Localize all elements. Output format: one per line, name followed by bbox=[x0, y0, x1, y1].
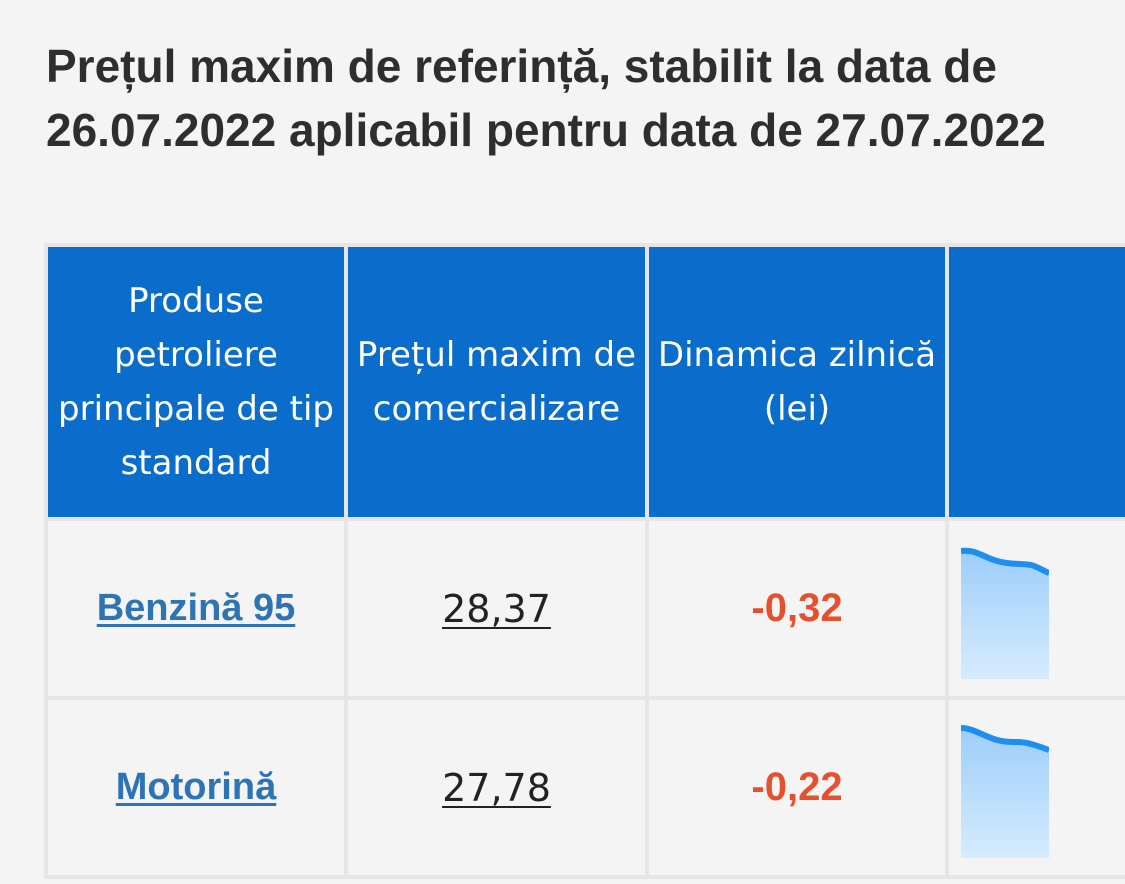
price-cell: 28,37 bbox=[344, 517, 649, 700]
header-trend bbox=[945, 243, 1125, 521]
trend-cell bbox=[945, 517, 1125, 700]
price-table: Produse petroliere principale de tip sta… bbox=[44, 243, 1125, 879]
table-header-row: Produse petroliere principale de tip sta… bbox=[44, 243, 1125, 521]
header-product: Produse petroliere principale de tip sta… bbox=[44, 243, 348, 521]
dynamic-cell: -0,22 bbox=[645, 696, 949, 879]
product-link-motorina[interactable]: Motorină bbox=[115, 766, 277, 808]
price-cell: 27,78 bbox=[344, 696, 649, 879]
header-dynamic: Dinamica zilnică (lei) bbox=[645, 243, 949, 521]
price-link[interactable]: 28,37 bbox=[442, 586, 551, 631]
page-title: Prețul maxim de referință, stabilit la d… bbox=[46, 40, 1046, 156]
header-price: Prețul maxim de comercializare bbox=[344, 243, 649, 521]
trend-cell bbox=[945, 696, 1125, 879]
dynamic-cell: -0,32 bbox=[645, 517, 949, 700]
dynamic-value: -0,32 bbox=[751, 586, 843, 630]
product-cell: Benzină 95 bbox=[44, 517, 348, 700]
dynamic-value: -0,22 bbox=[751, 765, 843, 809]
trend-sparkline-icon bbox=[961, 724, 1049, 858]
trend-sparkline-icon bbox=[961, 547, 1049, 679]
product-link-benzina-95[interactable]: Benzină 95 bbox=[96, 587, 296, 629]
product-cell: Motorină bbox=[44, 696, 348, 879]
price-link[interactable]: 27,78 bbox=[442, 765, 551, 810]
table-row: Benzină 95 28,37 -0,32 bbox=[44, 517, 1125, 700]
table-row: Motorină 27,78 -0,22 bbox=[44, 696, 1125, 879]
